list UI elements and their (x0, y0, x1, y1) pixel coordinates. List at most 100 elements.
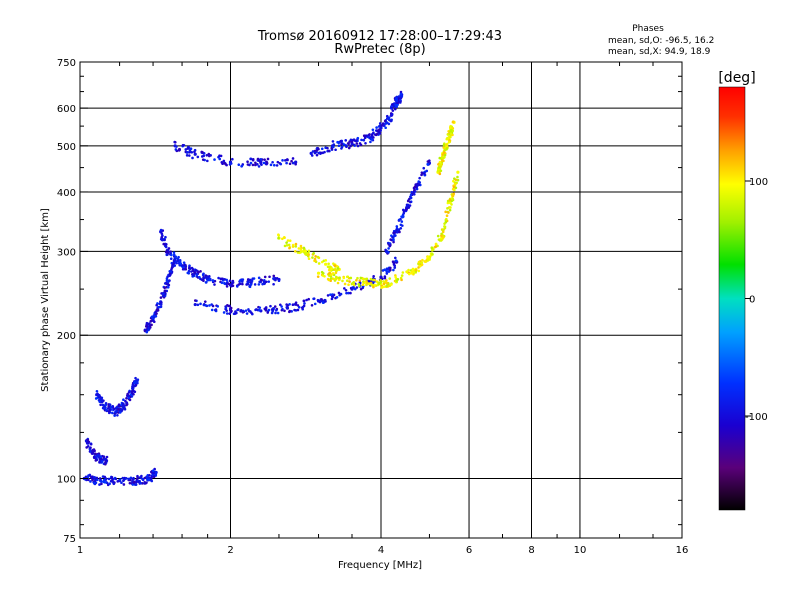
data-layer (82, 90, 460, 487)
echo-dot (329, 277, 333, 280)
echo-dot (155, 303, 158, 307)
echo-dot (344, 288, 348, 292)
echo-dot (400, 220, 404, 223)
echo-dot (188, 149, 192, 153)
echo-dot (169, 250, 173, 253)
echo-dot (452, 179, 455, 183)
echo-dot (319, 299, 323, 303)
echo-dot (259, 278, 263, 282)
echo-dot (328, 271, 331, 275)
colorbar-tick-label: -100 (745, 412, 768, 423)
echo-dot (421, 258, 424, 262)
echo-dot (372, 131, 375, 135)
echo-dot (345, 291, 348, 295)
echo-dot (92, 481, 96, 485)
echo-dot (448, 135, 452, 138)
echo-dot (96, 478, 99, 482)
echo-dot (330, 267, 333, 270)
echo-dot (294, 242, 298, 246)
echo-dot (378, 281, 382, 285)
echo-dot (313, 302, 317, 306)
echo-dot (244, 309, 248, 312)
echo-dot (434, 242, 438, 246)
echo-dot (174, 148, 178, 151)
echo-dot (297, 305, 301, 309)
echo-dot (392, 231, 395, 235)
echo-dot (257, 276, 261, 280)
echo-dot (315, 153, 319, 157)
echo-dot (152, 471, 156, 475)
echo-dot (277, 236, 280, 240)
echo-dot (95, 389, 99, 393)
echo-dot (332, 143, 336, 146)
data-point (294, 160, 298, 164)
echo-dot (293, 308, 296, 312)
echo-dot (279, 303, 282, 307)
echo-dot (346, 142, 350, 145)
echo-dot (229, 162, 233, 165)
echo-dot (223, 278, 227, 281)
echo-dot (343, 287, 346, 290)
echo-dot (263, 275, 267, 279)
echo-dot (385, 121, 389, 125)
echo-dot (98, 454, 101, 457)
echo-dot (128, 481, 132, 485)
echo-dot (246, 160, 249, 164)
echo-dot (342, 143, 346, 146)
echo-dot (121, 476, 125, 480)
echo-dot (391, 109, 395, 112)
echo-dot (120, 481, 123, 485)
echo-dot (191, 156, 194, 160)
echo-dot (294, 303, 298, 306)
echo-dot (347, 283, 350, 287)
echo-dot (161, 238, 165, 242)
echo-dot (144, 325, 148, 328)
echo-dot (167, 247, 171, 250)
x-axis-label: Frequency [MHz] (338, 560, 422, 571)
echo-dot (272, 282, 275, 286)
echo-dot (213, 158, 216, 161)
echo-dot (382, 280, 385, 283)
echo-dot (93, 475, 96, 479)
echo-dot (313, 151, 317, 155)
echo-dot (259, 157, 263, 161)
echo-dot (184, 265, 188, 269)
echo-dot (334, 277, 338, 281)
echo-dot (151, 319, 155, 322)
echo-dot (376, 129, 379, 132)
echo-dot (335, 296, 339, 299)
echo-dot (400, 215, 403, 218)
echo-dot (205, 153, 209, 157)
echo-dot (99, 397, 102, 400)
echo-dot (190, 151, 194, 154)
echo-dot (440, 234, 443, 238)
echo-dot (222, 159, 226, 163)
echo-dot (291, 245, 295, 248)
echo-dot (250, 311, 253, 315)
data-point (324, 262, 328, 266)
echo-dot (198, 275, 201, 279)
echo-dot (397, 218, 401, 222)
x-tick-label: 10 (574, 545, 587, 556)
y-tick-label: 300 (57, 247, 76, 258)
echo-dot (108, 482, 111, 486)
echo-dot (127, 394, 131, 397)
echo-dot (388, 244, 392, 248)
echo-dot (203, 300, 207, 303)
echo-dot (268, 275, 271, 279)
echo-dot (207, 274, 211, 278)
echo-dot (314, 259, 317, 262)
grid-layer (80, 62, 682, 538)
echo-dot (218, 157, 222, 161)
echo-dot (378, 122, 382, 125)
echo-dot (316, 298, 320, 302)
echo-dot (285, 305, 289, 309)
echo-dot (331, 293, 334, 296)
echo-dot (381, 122, 385, 125)
echo-dot (246, 282, 250, 286)
echo-dot (228, 304, 232, 308)
echo-dot (362, 138, 366, 142)
echo-dot (222, 311, 226, 314)
echo-dot (240, 164, 244, 168)
